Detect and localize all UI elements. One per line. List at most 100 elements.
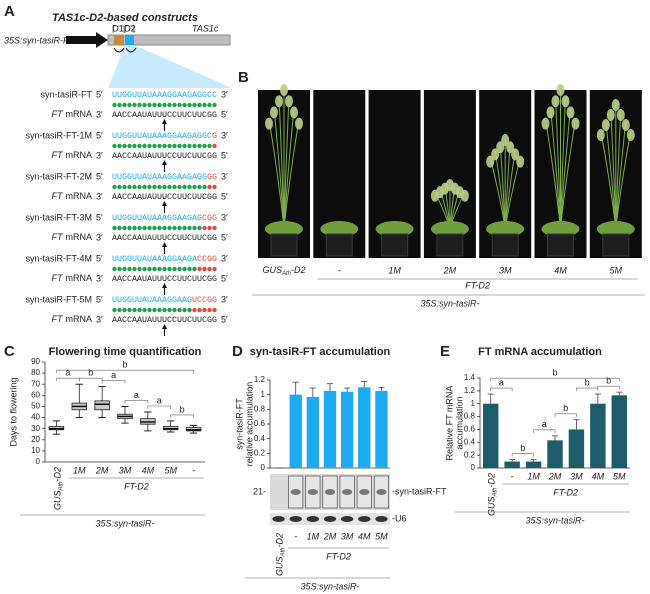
- blot-band: [342, 489, 353, 495]
- pair-dot: [207, 225, 212, 231]
- pair-dot: [177, 143, 182, 149]
- five-prime: 5′: [221, 191, 228, 201]
- category-label: 2M: [95, 465, 109, 475]
- pair-dot: [117, 184, 122, 190]
- category-label: -: [511, 471, 514, 481]
- pair-dot: [202, 102, 207, 108]
- significance-bracket: [56, 377, 80, 382]
- plant-flowers: [566, 106, 575, 119]
- y-tick-label: 40: [31, 413, 40, 422]
- plant-flowers: [551, 95, 560, 108]
- significance-bracket: [576, 387, 599, 392]
- pair-dot: [187, 102, 192, 108]
- plant-flowers: [511, 148, 520, 161]
- pair-dot: [152, 102, 157, 108]
- bar: [289, 394, 302, 468]
- five-prime: 5′: [221, 109, 228, 119]
- pair-dot: [202, 266, 207, 272]
- target-name: FT mRNA: [52, 314, 93, 324]
- pair-dot: [202, 184, 207, 190]
- expansion-wedge: [108, 45, 232, 88]
- plant-flowers: [501, 134, 510, 146]
- y-tick-label: 70: [31, 379, 40, 388]
- category-label-part: GUS: [263, 265, 283, 275]
- plant-rosette: [596, 221, 635, 237]
- five-prime: 5′: [221, 150, 228, 160]
- y-tick-label: 0.8: [464, 412, 476, 421]
- y-tick-label: 0: [36, 457, 41, 466]
- plant-pot: [602, 233, 630, 257]
- pair-dot: [137, 102, 142, 108]
- category-label: 1M: [388, 265, 401, 275]
- plant-flowers: [541, 117, 550, 130]
- category-label: -: [338, 265, 341, 275]
- pair-dot: [142, 102, 147, 108]
- plant-flowers: [486, 155, 495, 168]
- category-label: 3M: [119, 465, 132, 475]
- three-prime: 3′: [221, 171, 228, 181]
- pair-dot: [162, 307, 167, 313]
- pair-dot: [127, 102, 132, 108]
- significance-label: b: [88, 368, 93, 378]
- pair-dot: [112, 266, 117, 272]
- y-tick-label: 0.4: [254, 434, 266, 443]
- plant-rosette: [430, 221, 469, 237]
- pair-dot: [202, 143, 207, 149]
- d1-box: [114, 35, 124, 45]
- significance-bracket: [511, 453, 534, 457]
- plant-stem: [615, 110, 622, 229]
- pair-dot: [192, 266, 197, 272]
- guide-part: CCGG: [197, 254, 217, 264]
- target-sequence: AACCAAUAUUUCCUUCUUCGG: [112, 315, 217, 325]
- target-name: FT mRNA: [52, 191, 93, 201]
- target-kind: mRNA: [66, 314, 93, 324]
- target-kind: mRNA: [66, 273, 93, 283]
- bar: [358, 387, 371, 468]
- significance-label: a: [157, 395, 162, 405]
- pair-dot: [192, 143, 197, 149]
- pair-dot: [142, 184, 147, 190]
- pair-dot: [182, 143, 187, 149]
- plant-flowers: [290, 106, 298, 119]
- arc: [113, 47, 137, 53]
- bar: [611, 395, 627, 468]
- target-name: FT mRNA: [52, 232, 93, 242]
- five-prime: 5′: [96, 171, 103, 181]
- guide-part: UUGGUUAUAAAGGAAGAGGC: [112, 131, 212, 141]
- target-gene: FT: [52, 109, 64, 119]
- category-label: 4M: [592, 471, 605, 481]
- pair-dot: [187, 184, 192, 190]
- pair-dot: [207, 143, 212, 149]
- bar: [568, 429, 585, 468]
- plant-flowers: [616, 109, 625, 121]
- y-tick-label: 0.4: [464, 437, 476, 446]
- category-label-sub: Ath: [58, 481, 64, 492]
- pair-dot: [147, 307, 152, 313]
- sirna-name: syn-tasiR-FT-4M: [25, 253, 92, 263]
- plant-flowers: [596, 129, 605, 141]
- guide-part: CGG: [202, 213, 217, 223]
- category-label-sub: Ath: [280, 547, 286, 558]
- blot-band: [307, 489, 318, 495]
- construct-label: 35S:syn-tasiR-: [95, 518, 154, 528]
- plant-flowers: [275, 95, 283, 108]
- pair-dot: [162, 225, 167, 231]
- category-label: 1M: [73, 465, 86, 475]
- pair-dot: [157, 143, 162, 149]
- target-kind: mRNA: [66, 232, 93, 242]
- pair-dot: [122, 102, 127, 108]
- pair-dot: [127, 307, 132, 313]
- sirna-name: syn-tasiR-FT-1M: [25, 130, 92, 140]
- plant-flowers: [270, 106, 278, 119]
- pair-dot: [197, 102, 202, 108]
- category-label: 3M: [341, 531, 354, 541]
- y-tick-label: 50: [31, 402, 40, 411]
- pair-dot: [167, 225, 172, 231]
- five-prime: 5′: [96, 253, 103, 263]
- pair-dot: [112, 143, 117, 149]
- bar: [525, 461, 542, 468]
- pair-dot: [162, 184, 167, 190]
- plant-flowers: [496, 141, 505, 154]
- blot-size: 21-: [253, 486, 266, 496]
- category-label-part: -D2: [275, 533, 285, 548]
